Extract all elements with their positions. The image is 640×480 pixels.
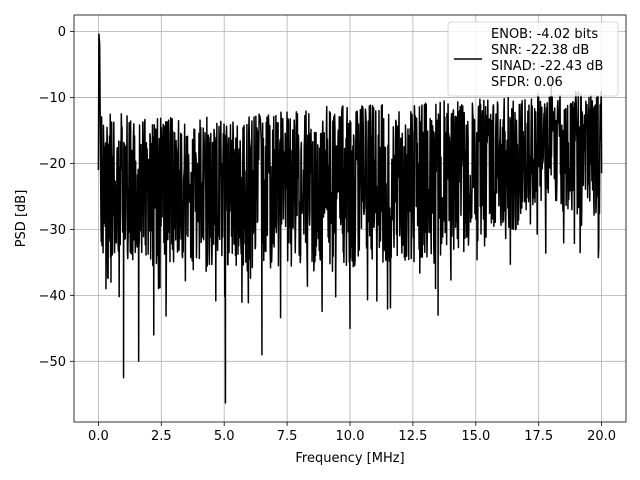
x-tick-label: 10.0 [336, 429, 365, 444]
x-tick-label: 7.5 [277, 429, 298, 444]
legend-label-snr: SNR: -22.38 dB [491, 43, 589, 58]
data-layer [97, 33, 603, 404]
y-tick-label: −30 [39, 223, 66, 238]
x-tick-label: 5.0 [214, 429, 235, 444]
x-axis-label: Frequency [MHz] [295, 451, 404, 466]
x-tick-label: 0.0 [88, 429, 109, 444]
y-tick-label: 0 [58, 25, 66, 40]
legend-label-sfdr: SFDR: 0.06 [491, 75, 563, 90]
y-tick-label: −20 [39, 157, 66, 172]
x-tick-label: 17.5 [524, 429, 553, 444]
legend-label-enob: ENOB: -4.02 bits [491, 27, 598, 42]
y-axis-label: PSD [dB] [14, 190, 29, 248]
x-tick-label: 15.0 [461, 429, 490, 444]
psd-series-line [97, 33, 603, 404]
x-tick-label: 12.5 [398, 429, 427, 444]
legend-label-sinad: SINAD: -22.43 dB [491, 59, 603, 74]
y-tick-label: −40 [39, 289, 66, 304]
legend-box [447, 21, 619, 97]
legend: ENOB: -4.02 bits SNR: -22.38 dB SINAD: -… [447, 21, 619, 97]
y-tick-label: −50 [39, 355, 66, 370]
ticks-layer: 0.0 2.5 5.0 7.5 10.0 12.5 15.0 17.5 20.0 0 −10 −20 −… [39, 25, 617, 444]
x-tick-label: 20.0 [587, 429, 616, 444]
x-tick-label: 2.5 [151, 429, 172, 444]
y-tick-label: −10 [39, 91, 66, 106]
